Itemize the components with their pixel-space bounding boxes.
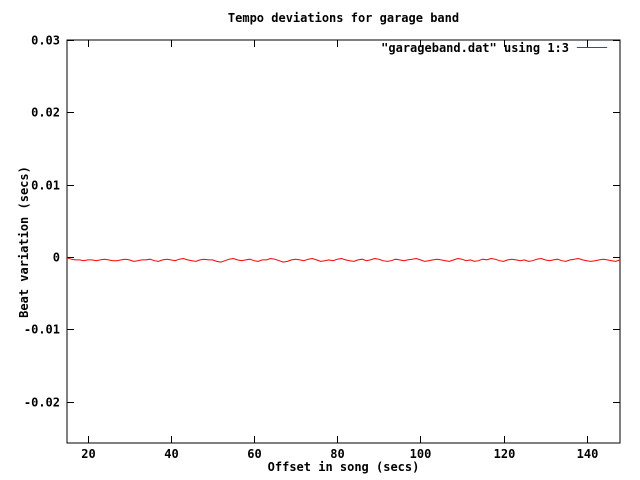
x-tick-label: 140 <box>577 447 599 461</box>
x-axis-label: Offset in song (secs) <box>267 460 420 474</box>
chart-title: Tempo deviations for garage band <box>227 11 460 25</box>
legend-line-sample <box>577 47 607 48</box>
legend: "garageband.dat" using 1:3 <box>381 40 607 55</box>
y-tick-label: 0.02 <box>31 106 60 120</box>
legend-series-label: "garageband.dat" using 1:3 <box>381 40 569 55</box>
y-tick-label: 0.03 <box>31 34 60 48</box>
y-tick-label: -0.02 <box>24 396 60 410</box>
data-line <box>66 257 621 263</box>
y-tick-label: -0.01 <box>24 323 60 337</box>
x-tick-label: 80 <box>330 447 344 461</box>
x-tick-label: 40 <box>164 447 178 461</box>
y-tick-label: 0.01 <box>31 179 60 193</box>
x-tick-label: 120 <box>494 447 516 461</box>
x-tick-label: 100 <box>410 447 432 461</box>
x-tick-label: 20 <box>81 447 95 461</box>
plot-border <box>66 39 621 444</box>
x-tick-label: 60 <box>247 447 261 461</box>
y-tick-label: 0 <box>53 251 60 265</box>
